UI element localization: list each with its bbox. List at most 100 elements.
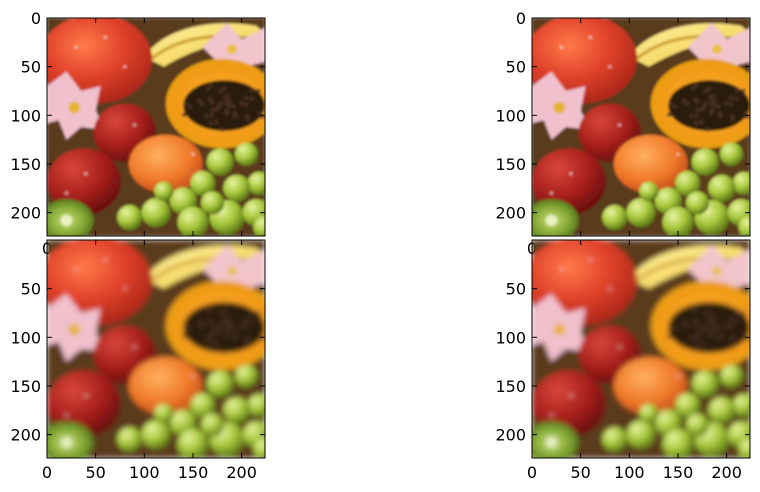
grape: [662, 428, 694, 458]
droplet-highlight: [74, 267, 78, 271]
papaya-seed: [216, 326, 222, 331]
x-tick-label: 150: [178, 463, 209, 482]
droplet-highlight: [133, 345, 137, 349]
y-tick-label: 50: [21, 58, 41, 77]
grape: [719, 364, 744, 388]
lily-top-center: [227, 44, 237, 55]
lily-top-shape: [687, 244, 750, 309]
droplet-highlight: [676, 152, 680, 156]
grape: [639, 403, 659, 423]
papaya-seed: [243, 324, 249, 329]
papaya-seed: [693, 343, 698, 348]
papaya-seed: [227, 99, 232, 104]
droplet-highlight: [618, 345, 622, 349]
grape: [206, 148, 234, 176]
papaya-seed: [668, 101, 673, 106]
grape: [685, 191, 710, 215]
grape: [117, 426, 143, 453]
papaya-seed: [685, 323, 690, 328]
papaya-seed: [728, 324, 734, 329]
grape: [234, 364, 259, 388]
papaya-seed: [692, 319, 698, 324]
papaya-seed: [712, 99, 717, 104]
lily-top-center: [712, 266, 722, 277]
papaya-seed: [716, 104, 721, 109]
papaya-seed: [695, 107, 701, 113]
image-bottom-left: [47, 240, 265, 458]
grape: [708, 174, 736, 202]
papaya-seed: [205, 308, 211, 313]
grape: [675, 170, 701, 197]
papaya-seed: [214, 341, 219, 347]
papaya-seed: [182, 334, 187, 339]
papaya-seed: [183, 101, 188, 106]
papaya-seed: [249, 96, 254, 101]
papaya-seed: [724, 323, 729, 328]
apple-bottom-shape: [47, 148, 121, 215]
papaya-seed: [196, 99, 202, 104]
papaya-seed: [706, 308, 712, 313]
papaya-seed: [245, 114, 250, 119]
papaya-seed: [689, 114, 694, 119]
papaya-seed: [729, 317, 734, 322]
papaya-seed: [699, 341, 704, 347]
lily-top-shape: [687, 22, 750, 87]
grape: [177, 428, 209, 458]
grape: [247, 393, 265, 418]
y-tick-label: 150: [10, 155, 41, 174]
droplet-highlight: [74, 45, 78, 49]
grape: [675, 392, 701, 419]
droplet-highlight: [559, 267, 563, 271]
droplet-highlight: [618, 123, 622, 127]
papaya-seed: [218, 88, 223, 94]
papaya-seed: [245, 339, 250, 344]
y-tick-label: 100: [10, 328, 41, 347]
grape: [200, 191, 225, 215]
lily-top-shape: [202, 22, 265, 87]
papaya-seed: [231, 104, 236, 109]
x-tick-label: 150: [663, 463, 694, 482]
papaya-seed: [741, 310, 746, 316]
x-tick-label: 50: [570, 463, 590, 482]
papaya-seed: [741, 88, 746, 94]
kiwi-core: [60, 436, 73, 449]
papaya-seed: [672, 326, 677, 331]
grape: [141, 198, 171, 228]
grape: [234, 142, 259, 166]
papaya-seed: [692, 97, 698, 102]
papaya-seed: [694, 113, 699, 118]
papaya-seed: [734, 96, 739, 101]
papaya-seed: [709, 110, 714, 116]
droplet-highlight: [133, 123, 137, 127]
papaya-seed: [221, 86, 227, 91]
y-tick-label: 100: [495, 328, 526, 347]
papaya-seed: [182, 112, 187, 117]
lily-left-center: [553, 101, 566, 114]
papaya-seed: [710, 315, 716, 321]
papaya-seed: [667, 334, 672, 339]
droplet-highlight: [191, 374, 195, 378]
droplet-highlight: [64, 413, 69, 417]
y-tick-label: 100: [10, 106, 41, 125]
image-top-left: [47, 18, 265, 236]
papaya-seed: [699, 119, 704, 125]
x-tick-label: 200: [711, 463, 742, 482]
lily-left-center: [68, 101, 81, 114]
papaya-seed: [196, 321, 202, 326]
x-tick-label: 0: [42, 463, 52, 482]
droplet-highlight: [608, 65, 612, 69]
papaya-seed: [244, 95, 249, 100]
papaya-seed: [207, 319, 213, 324]
papaya-seed: [210, 329, 216, 335]
papaya-seed: [224, 110, 229, 116]
droplet-highlight: [123, 65, 127, 69]
grape: [223, 174, 251, 202]
y-tick-label: 150: [495, 377, 526, 396]
papaya-seed: [225, 315, 231, 321]
y-tick-label: 150: [10, 377, 41, 396]
papaya-seed: [712, 325, 717, 330]
grape: [253, 437, 265, 458]
axes-frame: [46, 239, 266, 459]
